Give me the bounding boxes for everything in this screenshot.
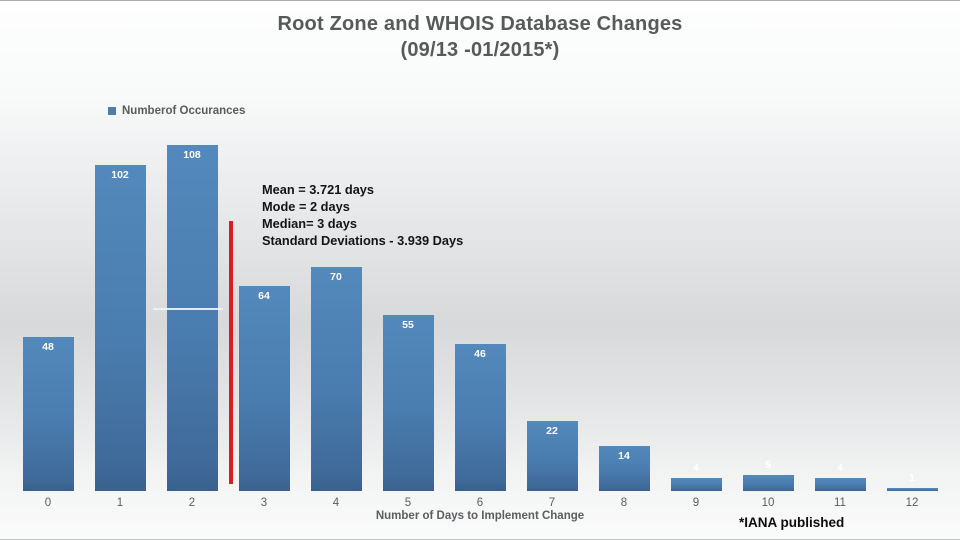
bar xyxy=(886,488,938,491)
bar-value-label: 22 xyxy=(546,425,558,437)
bar-value-label: 55 xyxy=(402,319,414,331)
bar-value-label: 46 xyxy=(474,348,486,360)
x-tick-label: 11 xyxy=(834,497,846,509)
reference-line xyxy=(153,308,223,310)
x-tick-label: 4 xyxy=(332,497,340,509)
x-tick-label: 1 xyxy=(116,497,124,509)
bar-value-label: 4 xyxy=(837,462,843,474)
bar xyxy=(526,421,578,491)
bar xyxy=(310,267,362,491)
x-tick-label: 0 xyxy=(44,497,52,509)
bar xyxy=(238,286,290,491)
bar xyxy=(742,475,794,491)
bar-value-label: 108 xyxy=(183,149,201,161)
bar xyxy=(670,478,722,491)
x-tick-label: 6 xyxy=(476,497,484,509)
bar xyxy=(598,446,650,491)
chart-title: Root Zone and WHOIS Database Changes (09… xyxy=(0,11,960,63)
bar-value-label: 5 xyxy=(765,459,771,471)
x-tick-label: 12 xyxy=(905,497,919,509)
bar xyxy=(382,315,434,491)
bar-value-label: 102 xyxy=(111,169,129,181)
chart-legend: Numberof Occurances xyxy=(108,105,245,117)
x-tick-label: 5 xyxy=(404,497,412,509)
bar xyxy=(454,344,506,491)
chart-title-line1: Root Zone and WHOIS Database Changes xyxy=(277,13,683,35)
mean-marker-line xyxy=(229,221,233,484)
x-tick-label: 3 xyxy=(260,497,268,509)
bar-value-label: 1 xyxy=(909,472,915,484)
x-axis-title: Number of Days to Implement Change xyxy=(375,510,585,522)
footnote: *IANA published xyxy=(739,515,845,530)
bar xyxy=(814,478,866,491)
bar xyxy=(94,165,146,491)
stats-annotation: Mean = 3.721 days Mode = 2 days Median= … xyxy=(262,182,464,248)
x-tick-label: 2 xyxy=(188,497,196,509)
bar-value-label: 70 xyxy=(330,271,342,283)
chart-title-line2: (09/13 -01/2015*) xyxy=(400,39,560,61)
bar-value-label: 14 xyxy=(618,450,630,462)
bar xyxy=(166,145,218,491)
x-tick-label: 7 xyxy=(548,497,556,509)
x-tick-label: 10 xyxy=(761,497,775,509)
bar-value-label: 48 xyxy=(42,341,54,353)
x-tick-label: 9 xyxy=(692,497,700,509)
legend-marker-icon xyxy=(108,107,116,115)
bar xyxy=(22,337,74,491)
legend-label: Numberof Occurances xyxy=(122,105,246,117)
bar-value-label: 64 xyxy=(258,290,270,302)
x-tick-label: 8 xyxy=(620,497,628,509)
bar-value-label: 4 xyxy=(693,462,699,474)
